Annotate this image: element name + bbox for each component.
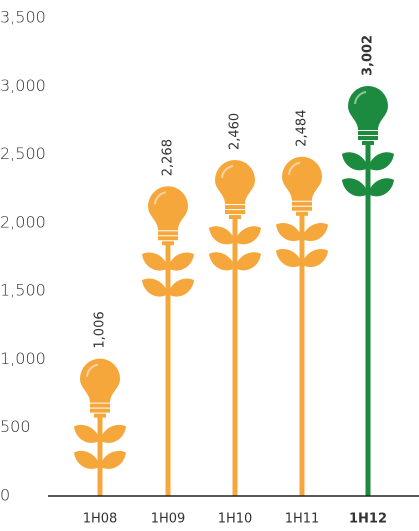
- y-tick-label: 2,500: [0, 144, 46, 163]
- leaf: [142, 278, 168, 297]
- bulb-base: [162, 241, 174, 246]
- bulb: [215, 160, 255, 205]
- leaf: [74, 450, 100, 469]
- highlight: [154, 191, 167, 205]
- bulb-bar: [209, 160, 261, 496]
- y-tick-label: 3,500: [0, 8, 46, 27]
- leaf: [209, 252, 235, 271]
- bulb-base: [296, 211, 308, 216]
- bulb-base: [225, 210, 245, 215]
- leaf: [235, 252, 261, 271]
- leaf: [142, 252, 168, 271]
- leaf: [276, 248, 302, 268]
- leaf: [276, 222, 302, 242]
- bulb-base: [362, 141, 374, 146]
- bulb-bar: [276, 156, 328, 496]
- stem: [165, 244, 171, 496]
- value-label: 2,484: [295, 110, 310, 147]
- x-tick-label: 1H08: [83, 512, 118, 527]
- y-tick-label: 1,000: [0, 349, 46, 368]
- bulb: [148, 186, 188, 231]
- stem: [232, 218, 238, 496]
- y-tick-label: 3,000: [0, 76, 46, 95]
- highlight: [221, 165, 234, 179]
- bulb-bar: [142, 186, 194, 496]
- stem: [299, 214, 305, 496]
- y-tick-label: 0: [0, 486, 10, 505]
- x-tick-label: 1H11: [285, 512, 320, 527]
- highlight: [288, 161, 301, 175]
- value-label: 1,006: [93, 311, 108, 348]
- x-tick-label: 1H10: [218, 512, 253, 527]
- leaf: [74, 424, 100, 443]
- highlight: [354, 91, 367, 105]
- y-tick-label: 500: [0, 417, 31, 436]
- leaf: [302, 248, 328, 268]
- bulb-base: [229, 215, 241, 220]
- bulb-base: [292, 206, 312, 211]
- x-tick-label: 1H12: [349, 512, 387, 527]
- bulb-base: [90, 403, 110, 408]
- leaf: [235, 226, 261, 245]
- bulb-base: [292, 201, 312, 206]
- bulb-base: [90, 408, 110, 413]
- leaf: [368, 152, 394, 171]
- stem: [365, 144, 371, 496]
- bulb-base: [358, 136, 378, 141]
- value-label: 3,002: [361, 35, 376, 76]
- leaf: [368, 178, 394, 197]
- bulb-base: [158, 231, 178, 236]
- leaf: [168, 278, 194, 297]
- bulb: [348, 86, 388, 131]
- bulb-bar: [74, 358, 126, 496]
- bulb-base: [358, 131, 378, 136]
- leaf: [302, 222, 328, 242]
- y-tick-label: 2,000: [0, 212, 46, 231]
- highlight: [86, 363, 99, 377]
- bulb: [282, 156, 322, 201]
- leaf: [100, 450, 126, 469]
- stem: [97, 416, 103, 496]
- value-label: 2,268: [161, 139, 176, 176]
- bulb-base: [94, 413, 106, 418]
- y-tick-label: 1,500: [0, 281, 46, 300]
- leaf: [100, 424, 126, 443]
- bulb: [80, 358, 120, 403]
- leaf: [342, 152, 368, 171]
- x-tick-label: 1H09: [151, 512, 186, 527]
- leaf: [209, 226, 235, 245]
- bulb-base: [225, 205, 245, 210]
- leaf: [168, 252, 194, 271]
- value-label: 2,460: [228, 113, 243, 150]
- leaf: [342, 178, 368, 197]
- bulb-base: [158, 236, 178, 241]
- bulb-bar: [342, 86, 394, 496]
